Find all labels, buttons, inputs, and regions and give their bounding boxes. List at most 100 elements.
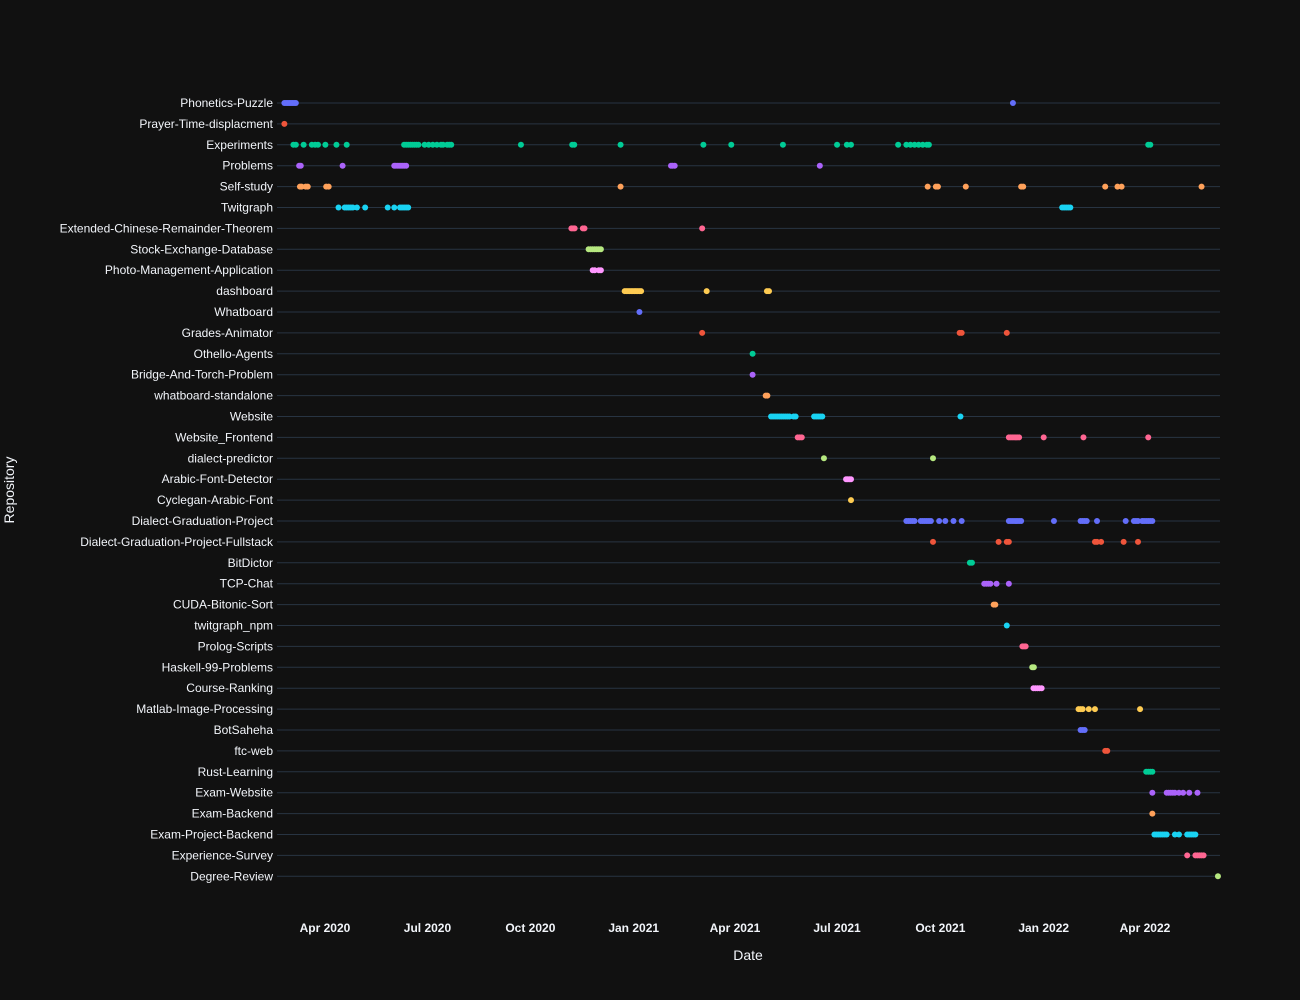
data-point[interactable] [1085,706,1092,713]
data-point[interactable] [895,141,902,148]
data-point[interactable] [728,141,735,148]
data-point[interactable] [987,580,994,587]
data-point[interactable] [425,141,432,148]
data-point[interactable] [1081,727,1088,733]
data-point[interactable] [1186,789,1193,796]
data-point[interactable] [617,183,624,190]
data-point[interactable] [1050,518,1057,524]
data-point[interactable] [699,225,706,232]
data-point[interactable] [1184,852,1191,859]
data-point[interactable] [950,518,957,524]
data-point[interactable] [1149,810,1156,817]
data-point[interactable] [335,204,342,211]
data-point[interactable] [843,141,850,148]
data-point[interactable] [1149,518,1156,524]
data-point[interactable] [1176,831,1182,838]
data-point[interactable] [1135,518,1141,524]
data-point[interactable] [405,204,412,211]
data-point[interactable] [1120,538,1127,545]
data-point[interactable] [766,288,772,295]
data-point[interactable] [1198,183,1205,190]
data-point[interactable] [993,580,1000,587]
data-point[interactable] [636,309,643,315]
data-point[interactable] [1098,538,1105,545]
data-point[interactable] [440,141,447,148]
data-point[interactable] [343,141,350,148]
data-point[interactable] [749,350,756,357]
data-point[interactable] [1214,873,1221,880]
data-point[interactable] [1005,580,1012,587]
data-point[interactable] [834,141,841,148]
data-point[interactable] [957,413,964,420]
data-point[interactable] [1145,434,1152,441]
data-point[interactable] [1122,518,1129,524]
data-point[interactable] [597,246,604,253]
data-point[interactable] [700,141,707,148]
data-point[interactable] [816,162,823,169]
data-point[interactable] [322,141,329,148]
data-point[interactable] [403,162,410,169]
data-point[interactable] [315,141,321,148]
data-point[interactable] [1180,789,1187,796]
data-point[interactable] [297,162,304,169]
data-point[interactable] [819,413,826,420]
data-point[interactable] [1003,329,1010,336]
data-point[interactable] [384,204,391,211]
data-point[interactable] [1149,789,1156,796]
data-point[interactable] [749,371,756,378]
data-point[interactable] [1094,518,1100,524]
data-point[interactable] [339,162,346,169]
data-point[interactable] [1016,434,1023,441]
data-point[interactable] [448,141,455,148]
data-point[interactable] [433,141,440,148]
data-point[interactable] [927,518,934,524]
data-point[interactable] [1083,518,1090,524]
data-point[interactable] [300,141,307,148]
data-point[interactable] [764,392,771,399]
data-point[interactable] [1171,831,1178,838]
data-point[interactable] [903,141,910,148]
data-point[interactable] [968,559,975,566]
data-point[interactable] [1192,831,1199,838]
data-point[interactable] [1171,789,1178,796]
data-point[interactable] [1135,538,1141,545]
data-point[interactable] [924,183,931,190]
data-point[interactable] [571,225,578,232]
data-point[interactable] [962,183,969,190]
data-point[interactable] [930,538,936,545]
data-point[interactable] [349,204,356,211]
data-point[interactable] [1176,789,1182,796]
data-point[interactable] [429,141,436,148]
data-point[interactable] [325,183,332,190]
data-point[interactable] [638,288,645,295]
data-point[interactable] [1020,183,1027,190]
data-point[interactable] [1102,183,1109,190]
data-point[interactable] [1200,852,1207,859]
data-point[interactable] [391,204,398,211]
data-point[interactable] [1147,141,1154,148]
data-point[interactable] [942,518,949,524]
data-point[interactable] [992,601,999,608]
data-point[interactable] [1067,204,1074,211]
data-point[interactable] [292,141,299,148]
data-point[interactable] [919,141,926,148]
data-point[interactable] [597,267,604,274]
data-point[interactable] [907,141,914,148]
data-point[interactable] [958,518,965,524]
data-point[interactable] [1114,183,1121,190]
data-point[interactable] [1005,538,1012,545]
data-point[interactable] [792,413,799,420]
data-point[interactable] [298,183,305,190]
data-point[interactable] [281,120,288,127]
data-point[interactable] [1118,183,1125,190]
data-point[interactable] [1003,622,1010,629]
data-point[interactable] [1040,434,1047,441]
data-point[interactable] [415,141,422,148]
data-point[interactable] [936,518,943,524]
data-point[interactable] [591,267,598,274]
data-point[interactable] [1079,706,1086,713]
data-point[interactable] [1091,706,1098,713]
data-point[interactable] [1149,768,1156,775]
data-point[interactable] [1194,789,1201,796]
data-point[interactable] [1137,706,1144,713]
